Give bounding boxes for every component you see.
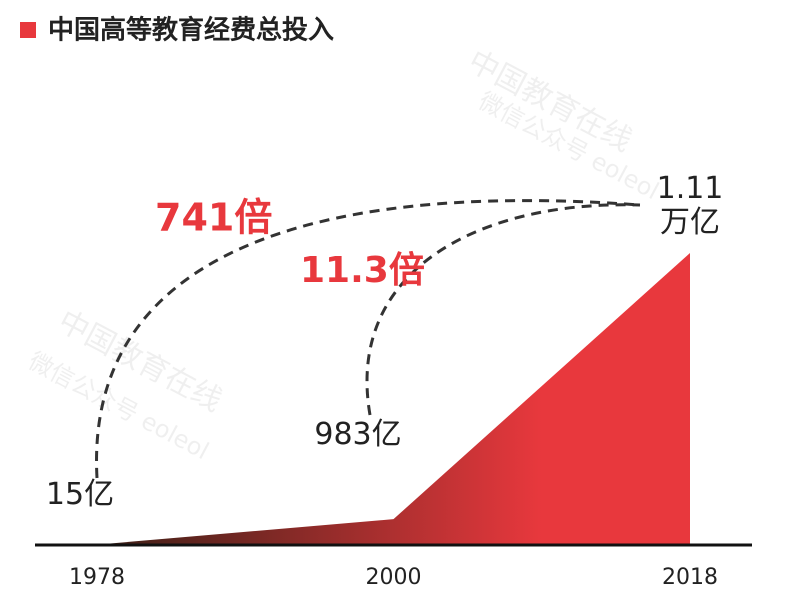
value-label: 983亿 (314, 417, 402, 452)
x-tick-label: 1978 (69, 565, 125, 590)
area (97, 253, 690, 545)
value-label: 15亿 (45, 477, 115, 512)
x-tick-label: 2000 (366, 565, 422, 590)
annotation: 11.3倍 (300, 250, 425, 291)
legend-square (20, 22, 36, 38)
growth-arc (95, 199, 641, 479)
growth-arc (365, 203, 641, 416)
chart-title: 中国高等教育经费总投入 (48, 15, 334, 46)
value-label: 1.11 万亿 (656, 171, 724, 240)
annotation: 741倍 (155, 196, 272, 240)
x-tick-label: 2018 (662, 565, 718, 590)
